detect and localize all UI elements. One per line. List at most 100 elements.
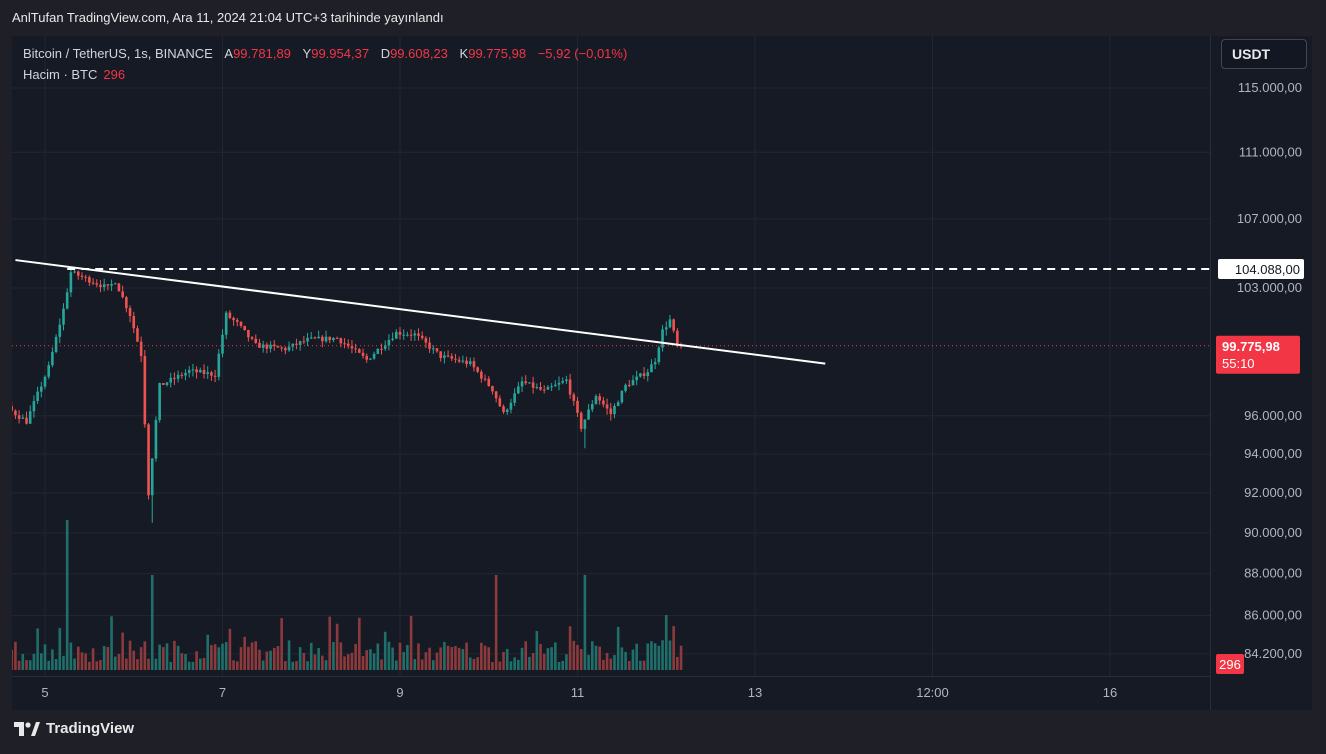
volume-bar — [465, 642, 468, 670]
candle-body — [62, 308, 65, 325]
last-price-box — [1216, 335, 1300, 374]
volume-bar — [446, 645, 450, 670]
tradingview-logo[interactable]: TradingView — [14, 720, 134, 737]
volume-bar — [162, 647, 165, 670]
volume-bar — [36, 628, 39, 670]
candle-body — [206, 372, 210, 374]
volume-bar — [502, 651, 505, 670]
candles — [12, 268, 683, 523]
volume-bar — [420, 659, 424, 670]
candle-body — [409, 334, 413, 336]
candle-body — [424, 338, 428, 343]
candle-body — [125, 297, 128, 309]
volume-bar — [361, 656, 365, 670]
candle-body — [472, 361, 476, 368]
candle-body — [639, 373, 642, 377]
volume-bar — [428, 647, 431, 670]
y-tick-label: 96.000,00 — [1244, 408, 1302, 423]
volume-bar — [542, 653, 546, 670]
candle-body — [102, 284, 106, 288]
price-chart[interactable]: 115.000,00 111.000,00 107.000,00 103.000,00… — [12, 36, 1312, 710]
volume-bar — [476, 657, 479, 670]
volume-bar — [235, 661, 239, 670]
close-value: 99.775,98 — [468, 46, 527, 61]
candle-body — [106, 284, 110, 286]
candle-body — [483, 378, 487, 380]
candle-body — [54, 336, 58, 352]
candle-body — [235, 320, 239, 322]
candle-body — [162, 383, 165, 385]
candle-body — [653, 362, 657, 365]
candle-body — [557, 382, 561, 385]
candle-body — [76, 271, 80, 276]
candle-body — [36, 391, 39, 402]
volume-bar — [624, 651, 627, 670]
candle-body — [365, 355, 369, 360]
chart-panel[interactable]: 115.000,00 111.000,00 107.000,00 103.000,00… — [12, 36, 1312, 710]
last-price-tag: 99.775,98 55:10 — [1216, 335, 1300, 374]
candle-body — [609, 408, 613, 415]
volume-bar — [494, 575, 498, 670]
candle-body — [350, 346, 354, 349]
candle-body — [243, 325, 246, 330]
candle-body — [95, 283, 99, 285]
volume-bars — [12, 520, 683, 670]
volume-bar — [642, 660, 646, 670]
tradingview-icon — [14, 721, 40, 736]
candle-body — [287, 346, 291, 351]
volume-bar — [217, 647, 221, 670]
symbol-label[interactable]: Bitcoin / TetherUS, 1s, BINANCE — [23, 46, 213, 61]
volume-bar — [620, 647, 624, 670]
volume-bar — [668, 640, 672, 670]
footer-bar — [12, 710, 1312, 754]
volume-bar — [65, 520, 69, 670]
volume-bar — [431, 660, 435, 670]
volume-bar — [143, 641, 147, 670]
candle-body — [343, 343, 346, 345]
candle-body — [513, 393, 516, 403]
x-tick-label: 9 — [396, 685, 403, 700]
candle-body — [313, 337, 317, 339]
volume-bar — [517, 659, 520, 670]
candle-body — [546, 386, 550, 390]
volume-bar — [132, 650, 136, 670]
volume-bar — [335, 623, 339, 670]
volume-bar — [443, 641, 446, 670]
volume-bar — [531, 652, 535, 670]
candle-body — [346, 343, 350, 347]
candle-body — [213, 375, 217, 377]
candle-body — [642, 373, 646, 376]
candle-body — [646, 372, 650, 376]
candle-body — [354, 348, 357, 350]
volume-bar — [173, 640, 176, 670]
volume-bar — [202, 657, 206, 670]
candle-body — [165, 382, 169, 385]
candle-body — [91, 282, 95, 284]
volume-bar — [454, 646, 457, 670]
candle-body — [524, 381, 528, 384]
candle-body — [576, 400, 579, 413]
volume-tag-label: 296 — [1219, 657, 1241, 672]
volume-bar — [258, 649, 261, 670]
candle-body — [627, 384, 631, 386]
volume-bar — [424, 652, 428, 670]
candle-body — [258, 342, 261, 348]
trendline — [15, 259, 826, 365]
volume-bar — [113, 656, 117, 670]
volume-bar — [210, 645, 213, 670]
candle-body — [199, 369, 202, 373]
volume-tag-box — [1216, 654, 1244, 674]
volume-bar — [317, 647, 320, 670]
currency-button[interactable]: USDT — [1221, 39, 1307, 69]
candle-body — [65, 292, 69, 309]
candle-body — [14, 410, 17, 416]
candle-body — [539, 387, 542, 390]
volume-bar — [583, 575, 587, 670]
volume-bar — [306, 661, 309, 670]
volume-bar — [125, 658, 128, 670]
volume-bar — [653, 643, 657, 670]
volume-bar — [147, 658, 150, 670]
volume-bar — [472, 658, 476, 670]
candle-body — [517, 386, 520, 394]
volume-bar — [139, 647, 143, 670]
